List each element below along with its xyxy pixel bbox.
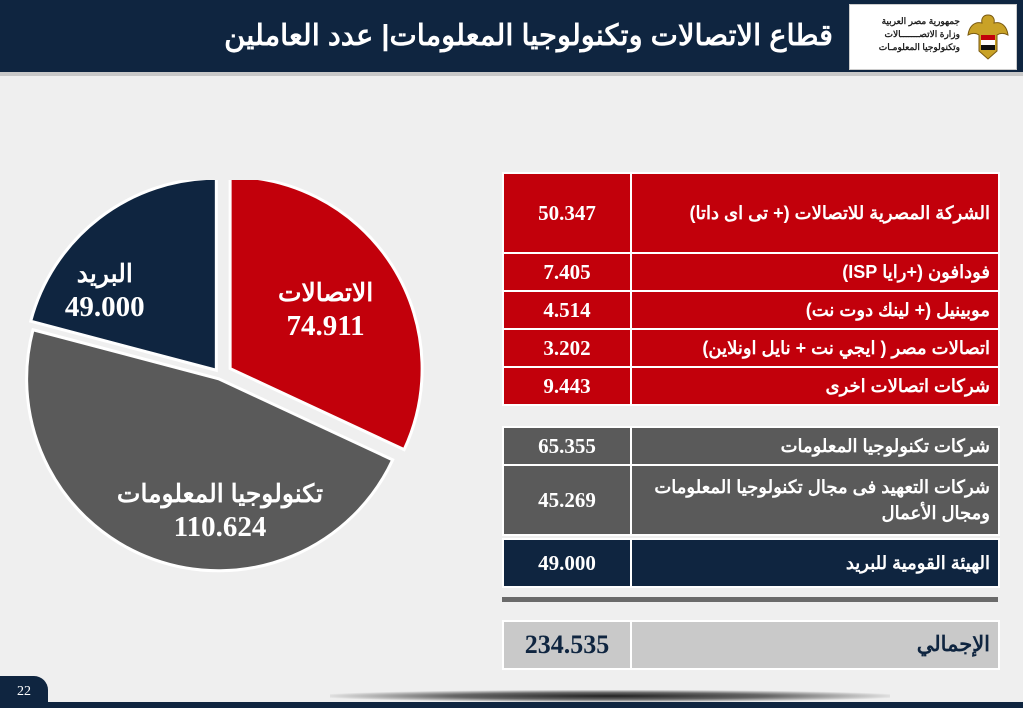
- total-separator: [502, 597, 998, 602]
- row-label: اتصالات مصر ( ايجي نت + نايل اونلاين): [630, 328, 1000, 368]
- pie-slice-value: 110.624: [173, 511, 267, 544]
- row-value: 3.202: [502, 328, 632, 368]
- ministry-line-3: وتكنولوجيا المعلومـات: [878, 42, 960, 52]
- total-table: 234.535 الإجمالي: [502, 620, 1000, 670]
- it-row: 45.269 شركات التعهيد فى مجال تكنولوجيا ال…: [502, 464, 1000, 536]
- slide-number: 22: [0, 676, 48, 708]
- telecom-table: 50.347 الشركة المصرية للاتصالات (+ تى اى …: [502, 172, 1000, 406]
- pie-slice-name: البريد: [76, 259, 133, 288]
- ministry-name: جمهورية مصر العربية وزارة الاتصـــــــال…: [856, 15, 960, 54]
- ministry-line-1: جمهورية مصر العربية: [881, 16, 960, 26]
- pie-slice-label: البريد 49.000: [65, 259, 145, 324]
- pie-slice-label: تكنولوجيا المعلومات 110.624: [117, 479, 323, 544]
- row-value: 9.443: [502, 366, 632, 406]
- row-label: شركات تكنولوجيا المعلومات: [630, 426, 1000, 466]
- telecom-row: 3.202 اتصالات مصر ( ايجي نت + نايل اونلاي…: [502, 328, 1000, 368]
- row-value: 234.535: [502, 620, 632, 670]
- row-label: الإجمالي: [630, 620, 1000, 670]
- row-value: 50.347: [502, 172, 632, 254]
- row-value: 65.355: [502, 426, 632, 466]
- telecom-row: 7.405 فودافون (+رايا ISP): [502, 252, 1000, 292]
- row-label: موبينيل (+ لينك دوت نت): [630, 290, 1000, 330]
- footer-shadow: [330, 690, 890, 702]
- pie-slice-value: 49.000: [64, 290, 145, 323]
- telecom-row: 4.514 موبينيل (+ لينك دوت نت): [502, 290, 1000, 330]
- row-value: 45.269: [502, 464, 632, 536]
- header-bar: قطاع الاتصالات وتكنولوجيا المعلومات| عدد…: [0, 0, 1023, 72]
- pie-slice-name: الاتصالات: [277, 278, 374, 307]
- footer-line: [48, 702, 1023, 708]
- eagle-emblem-icon: [967, 14, 1009, 60]
- post-table: 49.000 الهيئة القومية للبريد: [502, 538, 1000, 588]
- it-table: 65.355 شركات تكنولوجيا المعلومات 45.269 شرك…: [502, 426, 1000, 536]
- pie-slice-name: تكنولوجيا المعلومات: [116, 480, 324, 509]
- row-value: 7.405: [502, 252, 632, 292]
- row-label: الهيئة القومية للبريد: [630, 538, 1000, 588]
- ministry-logo: جمهورية مصر العربية وزارة الاتصـــــــال…: [849, 4, 1017, 70]
- pie-slice: [28, 180, 218, 373]
- post-row: 49.000 الهيئة القومية للبريد: [502, 538, 1000, 588]
- pie-slice-value: 74.911: [286, 309, 365, 342]
- row-label: شركات التعهيد فى مجال تكنولوجيا المعلوما…: [630, 464, 1000, 536]
- row-label: الشركة المصرية للاتصالات (+ تى اى داتا): [630, 172, 1000, 254]
- telecom-row: 50.347 الشركة المصرية للاتصالات (+ تى اى …: [502, 172, 1000, 254]
- total-row: 234.535 الإجمالي: [502, 620, 1000, 670]
- row-label: شركات اتصالات اخرى: [630, 366, 1000, 406]
- pie-slice-label: الاتصالات 74.911: [278, 278, 373, 343]
- header-underline: [0, 72, 1023, 76]
- row-value: 49.000: [502, 538, 632, 588]
- ministry-line-2: وزارة الاتصـــــــالات: [884, 29, 960, 39]
- pie-slice: [25, 327, 395, 573]
- row-label: فودافون (+رايا ISP): [630, 252, 1000, 292]
- row-value: 4.514: [502, 290, 632, 330]
- page-title: قطاع الاتصالات وتكنولوجيا المعلومات| عدد…: [224, 20, 833, 52]
- it-row: 65.355 شركات تكنولوجيا المعلومات: [502, 426, 1000, 466]
- pie-slice: [228, 180, 424, 452]
- telecom-row: 9.443 شركات اتصالات اخرى: [502, 366, 1000, 406]
- employees-pie-chart: [25, 180, 424, 573]
